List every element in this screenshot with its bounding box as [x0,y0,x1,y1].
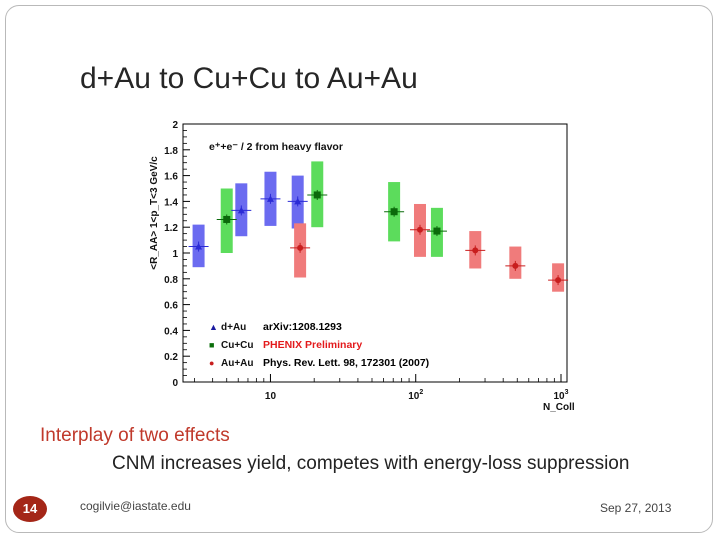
legend-marker: ▲ [209,322,218,332]
y-tick-label: 0.8 [164,275,178,286]
y-tick-label: 1.8 [164,146,178,157]
x-tick-label: 103 [553,389,568,402]
data-point-dau [294,197,302,205]
slide-frame [5,5,713,533]
y-tick-label: 1 [172,249,178,260]
y-tick-label: 1.6 [164,172,178,183]
data-point-auau [555,277,562,284]
data-point-cucu [433,227,441,235]
y-tick-label: 1.4 [164,197,178,208]
nuclear-modification-chart: 0 0.2 0.4 0.6 0.8 1 1.2 1.4 1.6 1.8 2 10 102 103 <R_AA… [149,120,575,412]
data-point-dau [237,206,245,214]
legend-reference: PHENIX Preliminary [263,339,362,351]
legend-label: Cu+Cu [221,340,254,351]
footer-date: Sep 27, 2013 [600,501,672,515]
y-axis-label: <R_AA> 1<p_T<3 GeV/c [149,156,160,270]
slide-title: d+Au to Cu+Cu to Au+Au [80,62,418,95]
data-point-dau [266,195,274,202]
y-tick-label: 0 [172,378,178,389]
y-tick-label: 2 [172,120,178,131]
x-tick-label: 102 [408,389,423,402]
chart-header-label: e⁺+e⁻ / 2 from heavy flavor [209,141,343,153]
y-tick-label: 0.4 [164,326,178,337]
bullet-interplay: Interplay of two effects [40,425,230,446]
data-point-auau [297,244,304,251]
y-tick-label: 0.6 [164,301,178,312]
data-point-auau [416,226,423,233]
x-tick-label: 10 [265,391,277,402]
bullet-cnm: CNM increases yield, competes with energ… [112,453,630,474]
data-point-cucu [223,215,231,223]
footer-email: cogilvie@iastate.edu [80,499,191,513]
data-point-cucu [313,191,321,199]
legend-label: d+Au [221,322,246,333]
y-tick-label: 1.2 [164,223,178,234]
data-point-auau [472,247,479,254]
data-point-auau [512,262,519,269]
legend-marker: ● [209,358,214,368]
legend-marker: ■ [209,340,214,350]
data-point-dau [195,243,203,250]
x-axis-label: N_Coll [543,402,575,412]
legend-reference: arXiv:1208.1293 [263,321,342,333]
legend-reference: Phys. Rev. Lett. 98, 172301 (2007) [263,357,429,369]
plot-frame [182,123,568,383]
data-point-cucu [390,208,398,216]
y-tick-label: 0.2 [164,352,178,363]
page-number-badge: 14 [13,496,47,522]
legend-label: Au+Au [221,358,254,369]
